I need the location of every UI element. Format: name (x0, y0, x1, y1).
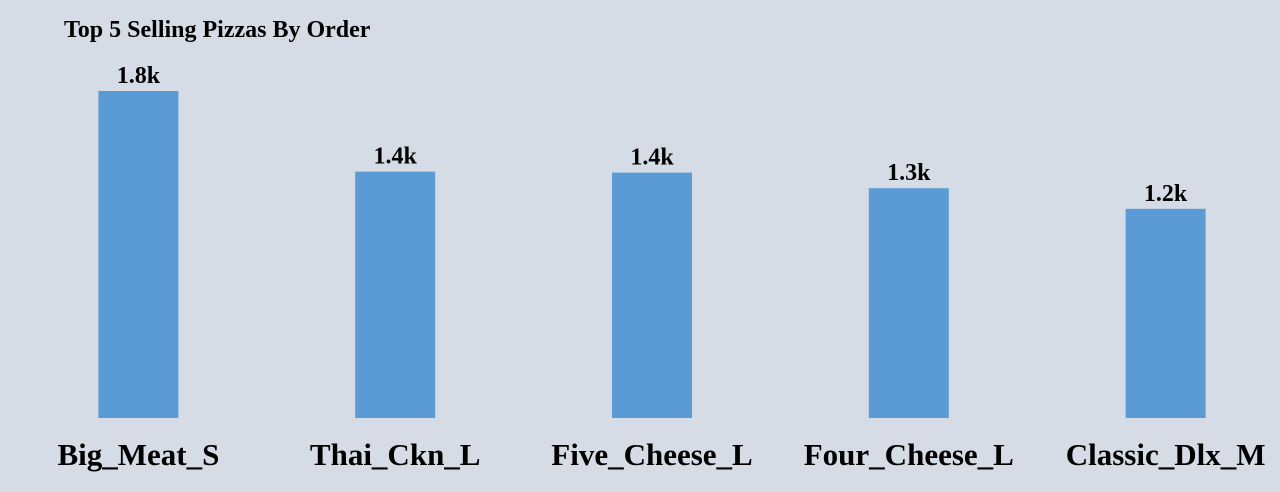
bar-classic-dlx-m (1125, 208, 1206, 418)
data-label: 1.2k (1144, 181, 1188, 207)
bar-five-cheese-l (612, 172, 692, 418)
data-label: 1.8k (117, 63, 161, 89)
category-label: Big_Meat_S (57, 437, 219, 472)
category-label: Five_Cheese_L (551, 437, 752, 472)
bar-big-meat-s (98, 91, 179, 418)
data-label: 1.4k (374, 144, 418, 170)
category-label: Classic_Dlx_M (1066, 437, 1266, 472)
bar-thai-ckn-l (355, 171, 436, 418)
category-label: Thai_Ckn_L (310, 437, 481, 472)
category-label: Four_Cheese_L (804, 437, 1014, 472)
category-labels-layer: Big_Meat_S Thai_Ckn_L Five_Cheese_L Four_Ch… (57, 437, 1265, 472)
bars-layer (98, 91, 1206, 418)
bar-four-cheese-l (868, 188, 949, 418)
chart-title: Top 5 Selling Pizzas By Order (64, 17, 371, 43)
data-label: 1.4k (630, 145, 674, 171)
data-labels-layer: 1.8k 1.4k 1.4k 1.3k 1.2k (117, 63, 1188, 207)
data-label: 1.3k (887, 160, 931, 186)
